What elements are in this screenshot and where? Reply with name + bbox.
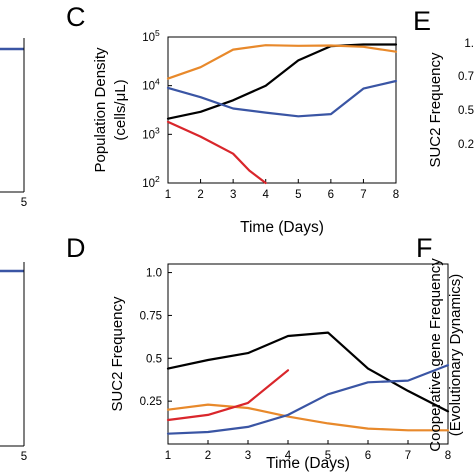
left-bottom-panel-tick-label: 5 bbox=[21, 451, 27, 463]
y-tick-label: 0.25 bbox=[140, 396, 162, 408]
left-top-panel-fragment: 5 bbox=[0, 38, 27, 209]
series-line-red bbox=[166, 120, 267, 185]
panel-d-chart: 1 2 3 4 5 6 7 8 0.25 0.5 0.75 1.0 Time (Days) SUC2 … bbox=[109, 263, 452, 472]
y-tick-label: 0.75 bbox=[140, 310, 162, 322]
series-line-red bbox=[166, 369, 290, 422]
x-tick-label: 1 bbox=[165, 450, 171, 462]
x-tick-label: 8 bbox=[445, 450, 451, 462]
series-line-blue bbox=[166, 79, 398, 118]
y-tick-label: 1.0 bbox=[146, 268, 162, 280]
y-tick-label: 10 bbox=[142, 32, 155, 44]
y-tick-label: 10 bbox=[142, 178, 155, 190]
panel-d-series bbox=[166, 331, 450, 435]
x-tick-label: 7 bbox=[405, 450, 411, 462]
panel-d-y-axis-label: SUC2 Frequency bbox=[109, 296, 126, 412]
panel-e-tick-label: 1. bbox=[464, 38, 474, 50]
panel-d-ticks: 1 2 3 4 5 6 7 8 0.25 0.5 0.75 1.0 bbox=[140, 268, 452, 462]
panel-e-fragment: 1. 0.7 0.5 0.2 SUC2 Frequency bbox=[427, 38, 474, 168]
panel-c-plot-frame bbox=[167, 36, 397, 184]
x-tick-label: 2 bbox=[197, 189, 203, 201]
series-line-orange bbox=[166, 44, 398, 80]
panel-d-x-axis-label: Time (Days) bbox=[266, 455, 350, 472]
y-tick-label: 0.5 bbox=[146, 353, 162, 365]
panel-f-y-axis-label-line2: (Evolutionary Dynamics) bbox=[447, 274, 464, 437]
x-tick-label: 5 bbox=[325, 450, 331, 462]
x-tick-label: 6 bbox=[328, 189, 334, 201]
x-tick-label: 7 bbox=[360, 189, 366, 201]
panel-f-y-axis-label-line1: Cooperative gene Frequency bbox=[427, 258, 444, 452]
panel-e-tick-label: 0.2 bbox=[458, 139, 474, 151]
y-tick-exponent: 2 bbox=[155, 174, 160, 184]
panel-e-y-axis-label: SUC2 Frequency bbox=[427, 52, 444, 168]
y-tick-exponent: 4 bbox=[155, 77, 160, 87]
panel-e-tick-label: 0.7 bbox=[458, 71, 474, 83]
y-tick-exponent: 5 bbox=[155, 28, 160, 38]
y-tick-label: 10 bbox=[142, 81, 155, 93]
panel-letter-f: F bbox=[416, 233, 433, 263]
panel-c-y-axis-label-line2: (cells/μL) bbox=[112, 79, 129, 140]
left-top-panel-tick-label: 5 bbox=[21, 197, 27, 209]
x-tick-label: 3 bbox=[245, 450, 251, 462]
y-tick-exponent: 3 bbox=[155, 125, 160, 135]
x-tick-label: 3 bbox=[230, 189, 236, 201]
panel-c-series bbox=[166, 43, 398, 185]
panel-f-fragment: Cooperative gene Frequency (Evolutionary… bbox=[427, 258, 464, 452]
x-tick-label: 1 bbox=[165, 189, 171, 201]
panel-letter-e: E bbox=[413, 6, 431, 36]
panel-d-plot-frame bbox=[167, 263, 449, 445]
panel-e-tick-label: 0.5 bbox=[458, 105, 474, 117]
y-tick-label: 10 bbox=[142, 129, 155, 141]
panel-c-y-axis-label-line1: Population Density bbox=[92, 47, 109, 173]
x-tick-label: 5 bbox=[295, 189, 301, 201]
panel-c-x-axis-label: Time (Days) bbox=[240, 219, 324, 236]
x-tick-label: 6 bbox=[365, 450, 371, 462]
x-tick-label: 4 bbox=[263, 189, 270, 201]
series-line-black bbox=[166, 43, 398, 120]
series-line-blue bbox=[166, 364, 450, 435]
series-line-orange bbox=[166, 403, 450, 432]
x-tick-label: 4 bbox=[285, 450, 292, 462]
left-bottom-panel-fragment: 5 bbox=[0, 262, 27, 463]
x-tick-label: 2 bbox=[205, 450, 211, 462]
panel-letter-c: C bbox=[66, 2, 86, 32]
series-line-black bbox=[166, 331, 450, 413]
x-tick-label: 8 bbox=[393, 189, 399, 201]
panel-letter-d: D bbox=[66, 233, 86, 263]
